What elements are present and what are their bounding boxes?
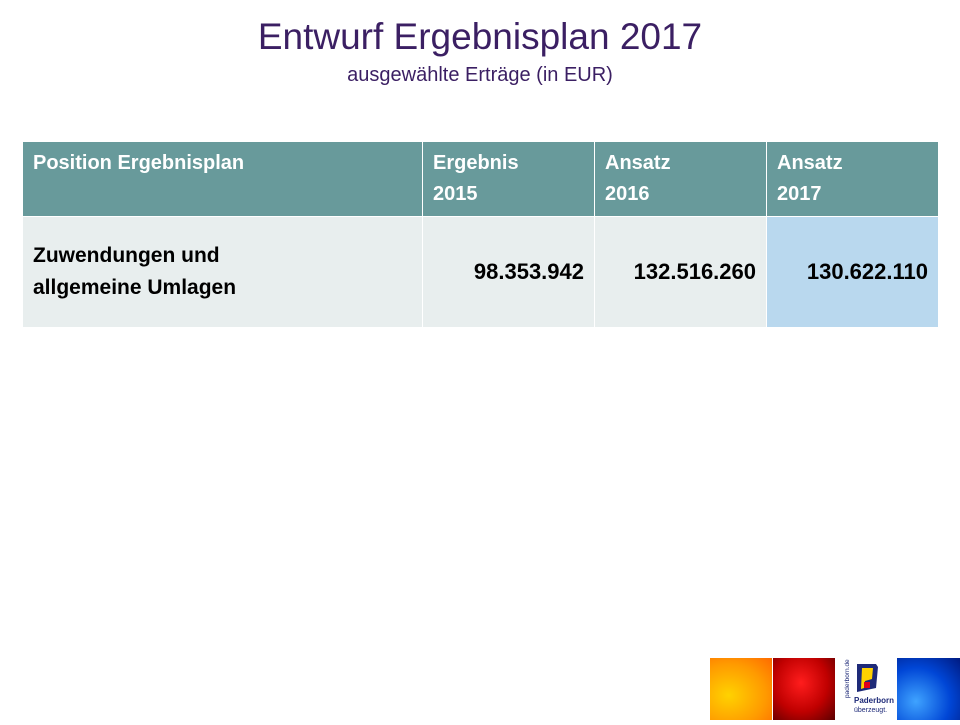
header-ansatz-2017: Ansatz 2017 — [766, 141, 939, 217]
cell-ansatz-2016: 132.516.260 — [594, 216, 767, 328]
header-ansatz-2017-label: Ansatz — [777, 152, 843, 174]
header-ansatz-2016: Ansatz 2016 — [594, 141, 767, 217]
logo-tagline: überzeugt. — [854, 707, 887, 714]
cell-ergebnis-2015: 98.353.942 — [422, 216, 595, 328]
header-ansatz-2016-year: 2016 — [605, 183, 650, 205]
header-ergebnis-label: Ergebnis — [433, 152, 519, 174]
decor-blue-tile — [897, 658, 960, 720]
header-position-label: Position Ergebnisplan — [33, 152, 245, 174]
paderborn-logo: paderborn.de Paderborn überzeugt. — [836, 658, 896, 720]
header-position: Position Ergebnisplan — [22, 141, 423, 217]
header-ansatz-2017-year: 2017 — [777, 183, 822, 205]
header-ergebnis-year: 2015 — [433, 183, 478, 205]
results-table: Position Ergebnisplan Ergebnis 2015 Ansa… — [22, 141, 939, 328]
slide-title: Entwurf Ergebnisplan 2017 — [257, 16, 703, 57]
table-header-row: Position Ergebnisplan Ergebnis 2015 Ansa… — [22, 141, 939, 217]
position-label-line1: Zuwendungen und — [33, 244, 220, 267]
decor-yellow-tile — [710, 658, 772, 720]
cell-position: Zuwendungen und allgemeine Umlagen — [22, 216, 423, 328]
slide-subtitle: ausgewählte Erträge (in EUR) — [347, 64, 613, 86]
decor-red-tile — [773, 658, 835, 720]
cell-ansatz-2017: 130.622.110 — [766, 216, 939, 328]
header-ergebnis-2015: Ergebnis 2015 — [422, 141, 595, 217]
header-ansatz-2016-label: Ansatz — [605, 152, 671, 174]
position-label-line2: allgemeine Umlagen — [33, 276, 237, 299]
logo-mark-red-icon — [864, 682, 870, 688]
table-row: Zuwendungen und allgemeine Umlagen 98.35… — [22, 216, 939, 328]
paderborn-logo-icon: paderborn.de Paderborn überzeugt. — [844, 659, 894, 714]
logo-vertical-text: paderborn.de — [844, 659, 851, 698]
logo-name: Paderborn — [854, 696, 894, 705]
